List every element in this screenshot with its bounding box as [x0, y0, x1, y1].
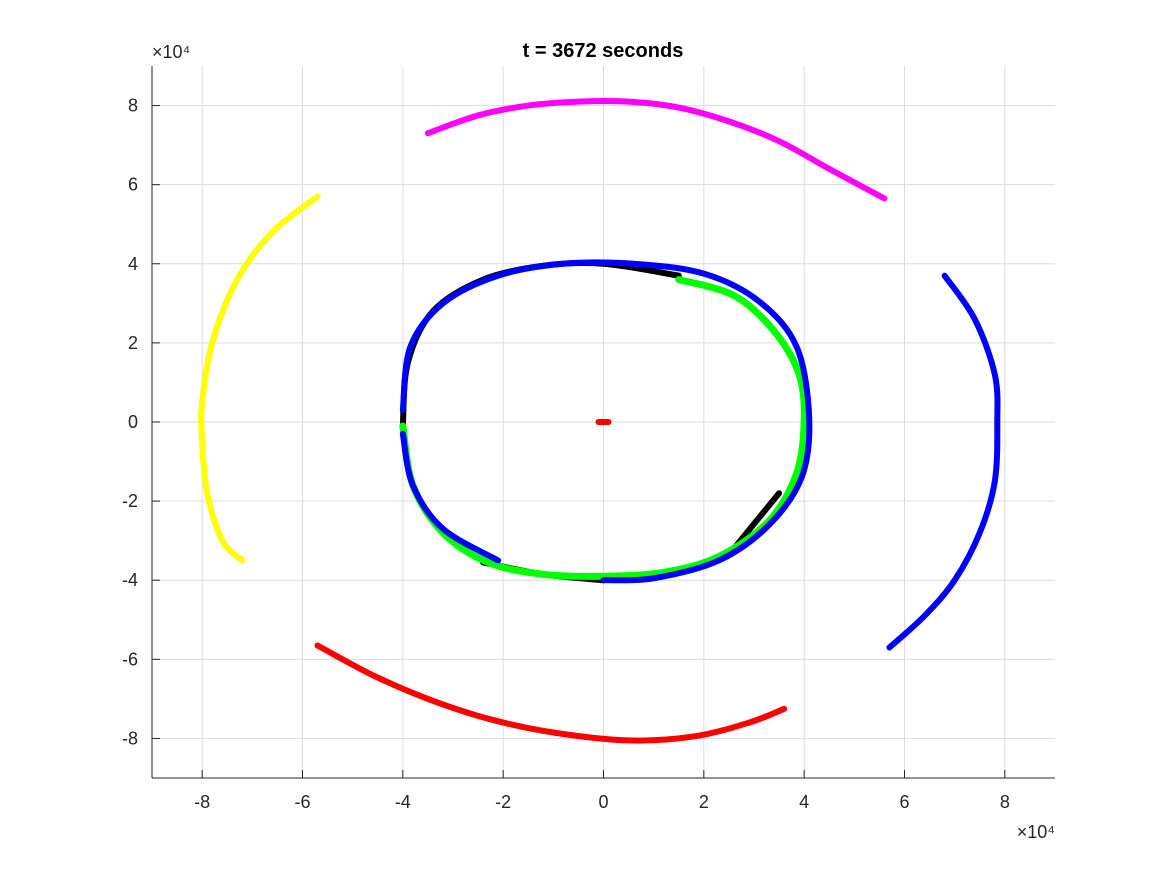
- x-tick-label: -8: [194, 792, 210, 812]
- y-tick-label: -2: [122, 491, 138, 511]
- chart-title: t = 3672 seconds: [523, 40, 684, 62]
- y-tick-label: -6: [122, 649, 138, 669]
- y-tick-label: 2: [128, 333, 138, 353]
- x-tick-label: -2: [495, 792, 511, 812]
- y-exponent-label: ×10⁴: [152, 42, 190, 62]
- series-line-10: [399, 430, 502, 564]
- y-tick-label: 0: [128, 412, 138, 432]
- series-line-3: [314, 642, 788, 744]
- series-line-7: [730, 490, 783, 552]
- y-tick-label: 8: [128, 96, 138, 116]
- series-line-0: [424, 97, 888, 202]
- x-tick-label: 2: [699, 792, 709, 812]
- x-tick-label: 0: [598, 792, 608, 812]
- x-exponent-label: ×10⁴: [1017, 822, 1055, 842]
- y-tick-label: 4: [128, 254, 138, 274]
- x-tick-label: -6: [294, 792, 310, 812]
- x-tick-label: 6: [899, 792, 909, 812]
- y-tick-label: 6: [128, 175, 138, 195]
- y-tick-label: -8: [122, 728, 138, 748]
- tick-labels: -8 -6 -4 -2 0 2 4 6 8 -8 -6 -4 -2 0 2 4 6 8: [122, 96, 1010, 812]
- series-line-2: [886, 272, 1001, 651]
- x-tick-label: 8: [1000, 792, 1010, 812]
- series-line-8: [399, 276, 808, 580]
- series-layer: [198, 97, 1001, 744]
- x-tick-label: -4: [395, 792, 411, 812]
- series-line-1: [198, 193, 321, 564]
- x-tick-label: 4: [799, 792, 809, 812]
- y-tick-label: -4: [122, 570, 138, 590]
- series-line-9: [399, 259, 813, 584]
